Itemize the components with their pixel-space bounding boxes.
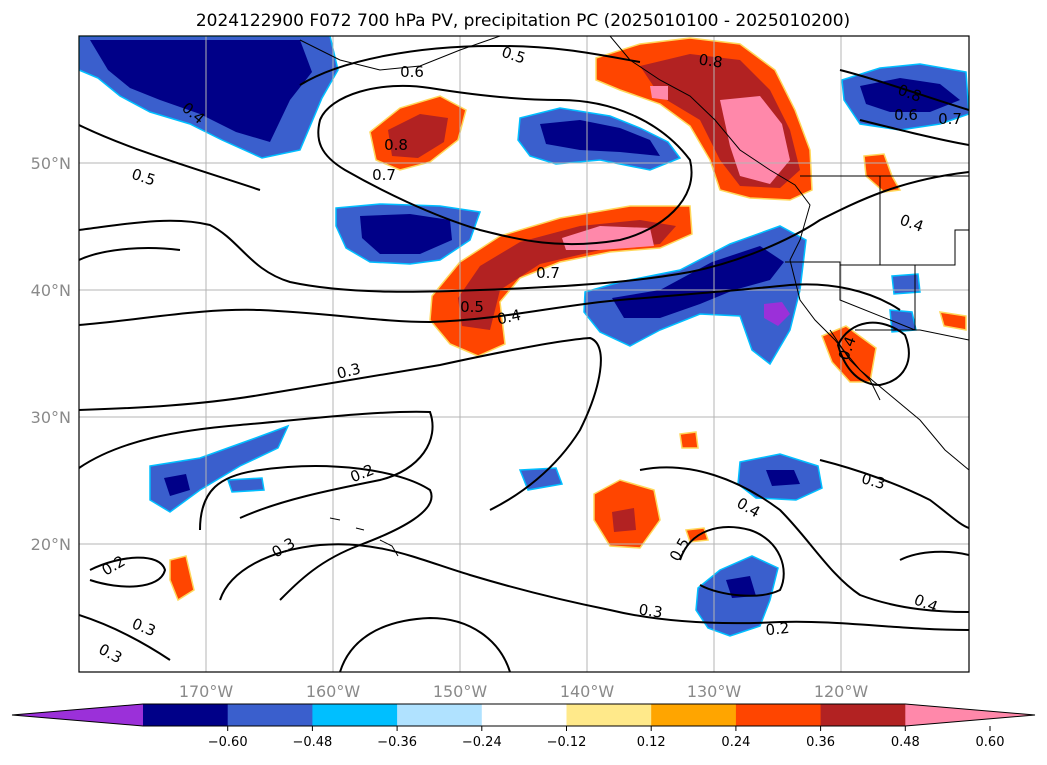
negative-anomaly-regions [79, 36, 969, 637]
lon-label: 120°W [814, 682, 869, 701]
pv-contours [79, 44, 969, 672]
anomaly-region [226, 477, 265, 493]
colorbar-extend-high [905, 704, 1035, 726]
colorbar-tick-label: 0.12 [637, 735, 666, 750]
lon-label: 140°W [560, 682, 615, 701]
colorbar-tick-label: −0.12 [547, 735, 587, 750]
colorbar-outline [11, 703, 1036, 727]
colorbar-swatch [566, 704, 652, 726]
coastlines [299, 36, 969, 557]
anomaly-region [684, 527, 710, 543]
anomaly-region [679, 431, 699, 449]
state-border [785, 261, 916, 331]
colorbar-tick-label: −0.48 [292, 735, 332, 750]
colorbar-tick-label: −0.24 [462, 735, 502, 750]
pv-contour [79, 614, 511, 672]
contour-label: 0.3 [335, 360, 363, 383]
pv-contour [839, 69, 969, 146]
colorbar-extend-low [12, 704, 143, 726]
alaska-coastline [299, 36, 501, 71]
pv-contour [79, 171, 969, 293]
anomaly-region [720, 96, 790, 184]
anomaly-region [540, 120, 660, 156]
colorbar-swatch [651, 704, 737, 726]
colorbar-tick-label: 0.60 [976, 735, 1005, 750]
colorbar-swatch [735, 704, 822, 726]
pv-contour [199, 465, 433, 601]
anomaly-region [169, 555, 195, 602]
anomaly-region [766, 470, 800, 486]
anomaly-region [650, 86, 668, 100]
contour-label: 0.4 [495, 306, 522, 329]
lon-label: 150°W [433, 682, 488, 701]
pv-contour [79, 410, 434, 519]
lon-label: 170°W [179, 682, 234, 701]
lon-label: 130°W [687, 682, 742, 701]
pv-contour [79, 247, 181, 261]
anomaly-region [612, 246, 784, 318]
lat-label: 50°N [31, 154, 71, 173]
pv-contour [899, 550, 969, 561]
anomaly-region [164, 474, 190, 496]
colorbar-tick-label: 0.36 [806, 735, 835, 750]
colorbar-swatch [820, 704, 906, 726]
colorbar-tick-label: 0.48 [891, 735, 920, 750]
contour-label: 0.6 [400, 63, 424, 81]
contour-label: 0.8 [698, 50, 724, 71]
anomaly-region [891, 273, 921, 295]
pv-contour [836, 321, 910, 387]
pv-contour [79, 44, 641, 191]
pv-contour [79, 336, 602, 511]
map-title: 2024122900 F072 700 hPa PV, precipitatio… [196, 11, 850, 31]
colorbar: −0.60 −0.48 −0.36 −0.24 −0.12 0.12 0.24 0.36 0.4… [11, 703, 1036, 750]
anomaly-region [764, 302, 790, 326]
colorbar-tick-label: −0.60 [208, 735, 248, 750]
anomaly-region [860, 78, 960, 112]
colorbar-swatch [143, 704, 229, 726]
contour-label: 0.6 [894, 106, 918, 124]
contour-label: 0.7 [938, 110, 962, 128]
contour-label: 0.2 [765, 619, 791, 639]
contour-label: 0.7 [536, 264, 560, 282]
pv-contour [679, 526, 785, 597]
anomaly-region [360, 214, 452, 254]
north-america-coastline [609, 36, 969, 471]
colorbar-swatch [312, 704, 398, 726]
colorbar-swatch [397, 704, 483, 726]
pv-contour [639, 466, 969, 613]
lon-label: 160°W [306, 682, 361, 701]
anomaly-region [726, 576, 756, 598]
contour-label: 0.3 [859, 469, 887, 493]
map-area: 0.5 0.6 0.8 0.4 0.5 0.8 0.7 0.8 0.6 0.7 … [79, 36, 969, 672]
pv-contour [79, 283, 901, 326]
pv-contour [317, 84, 693, 246]
pv-contour [219, 543, 969, 631]
lat-label: 20°N [31, 535, 71, 554]
colorbar-tick-label: −0.36 [377, 735, 417, 750]
contour-label: 0.7 [372, 166, 396, 184]
anomaly-region [388, 114, 448, 158]
colorbar-swatch [481, 704, 567, 726]
anomaly-region [90, 40, 312, 142]
longitude-labels: 170°W 160°W 150°W 140°W 130°W 120°W [179, 682, 869, 701]
state-border [840, 229, 969, 266]
lat-label: 40°N [31, 281, 71, 300]
colorbar-swatch [227, 704, 313, 726]
us-mexico-border [855, 329, 969, 341]
lat-label: 30°N [31, 408, 71, 427]
anomaly-region [612, 508, 636, 532]
contour-label: 0.3 [638, 600, 664, 621]
latitude-labels: 50°N 40°N 30°N 20°N [31, 154, 71, 554]
anomaly-region [938, 311, 967, 331]
pv-contour [819, 459, 969, 529]
pv-contour [89, 556, 167, 588]
contour-label: 0.5 [460, 298, 484, 316]
colorbar-tick-label: 0.24 [721, 735, 750, 750]
map-frame [78, 35, 970, 673]
positive-anomaly-regions [169, 37, 967, 602]
baja-coastline [829, 329, 881, 401]
contour-label: 0.8 [384, 136, 408, 154]
